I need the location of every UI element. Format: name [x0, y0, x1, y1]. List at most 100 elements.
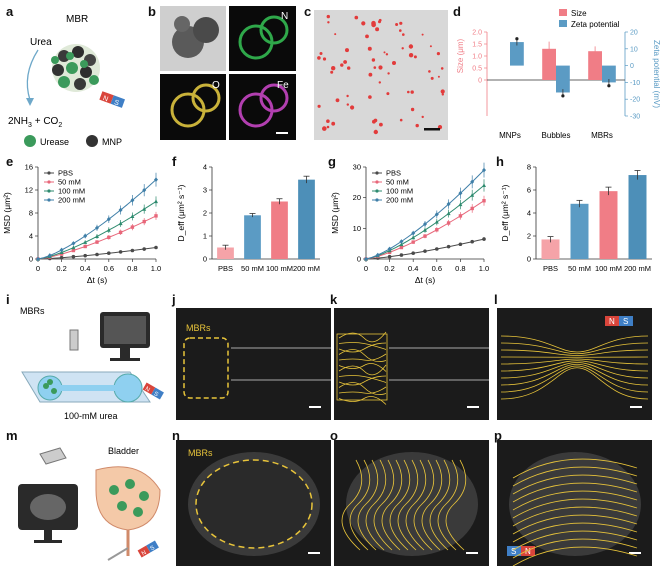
- data-point: [387, 254, 392, 259]
- particle-dot: [436, 52, 440, 56]
- particle-dot: [408, 44, 414, 49]
- legend-marker: [375, 189, 379, 193]
- zeta-bar-1: [556, 65, 570, 93]
- data-point: [387, 250, 392, 255]
- x-tick-label: PBS: [218, 264, 233, 273]
- x-tick-label: 200 mM: [624, 264, 651, 273]
- y-tick-label: 16: [25, 163, 33, 172]
- data-point: [142, 219, 146, 224]
- particle-dot: [331, 66, 336, 71]
- streamline: [338, 349, 387, 363]
- data-point: [446, 211, 451, 216]
- particle-dot: [373, 129, 378, 135]
- data-point: [130, 214, 135, 219]
- x-tick-label: PBS: [543, 264, 558, 273]
- size-bar-1: [542, 48, 556, 80]
- particle-dot: [410, 107, 415, 112]
- data-point: [470, 206, 474, 211]
- streamline: [421, 459, 443, 551]
- data-point: [607, 84, 611, 88]
- particle-dot: [378, 81, 381, 84]
- data-point: [83, 253, 87, 258]
- particle-dot: [372, 119, 376, 124]
- data-point: [399, 242, 404, 247]
- streamline: [512, 546, 638, 566]
- streamline: [500, 363, 649, 386]
- y-tick-label: 2.0: [472, 30, 482, 37]
- particle-dot: [387, 72, 390, 75]
- y-tick-label: 10: [353, 224, 361, 233]
- panel-letter-h: h: [496, 154, 504, 169]
- streamline: [338, 386, 387, 394]
- streamline: [349, 459, 371, 551]
- streamline: [341, 459, 363, 551]
- legend-label: PBS: [386, 169, 401, 178]
- particle-dot: [319, 52, 323, 55]
- magnet-a-s: S: [113, 99, 120, 107]
- x-tick-label: 0.2: [384, 264, 394, 273]
- chart-deff-h: 0 2 4 6 8 D_eff (μm² s⁻¹) PBS 50 mM 100 mM 200 mM: [500, 163, 652, 273]
- streamline: [500, 335, 649, 353]
- mbrs-label-n: MBRs: [188, 448, 213, 458]
- data-point: [561, 94, 565, 98]
- legend-size-swatch: [559, 9, 567, 16]
- particle-dot: [421, 115, 424, 119]
- data-point: [470, 179, 475, 185]
- data-point: [71, 241, 76, 246]
- x-tick-label: 0.6: [432, 264, 442, 273]
- particle-dot: [317, 104, 321, 108]
- us-image-k: [334, 308, 489, 420]
- y-tick-label: 20: [353, 193, 361, 202]
- y-tick-label: 2: [527, 232, 531, 241]
- data-point: [71, 248, 76, 253]
- streamline: [338, 364, 387, 376]
- data-point: [423, 249, 427, 253]
- scale-bar-c: [424, 128, 440, 131]
- data-point: [130, 248, 135, 253]
- series-line-3: [365, 169, 485, 260]
- streamline: [500, 358, 649, 365]
- x-tick-label: 200 mM: [293, 264, 320, 273]
- series-line-0: [365, 238, 485, 260]
- streamline: [389, 459, 411, 551]
- zeta-bar-0: [510, 42, 524, 66]
- panel-letter-f: f: [172, 154, 177, 169]
- legend-label: 50 mM: [58, 178, 81, 187]
- data-point: [59, 252, 64, 256]
- us-image-p: S N: [497, 440, 652, 566]
- particle-dot: [415, 123, 419, 128]
- data-point: [83, 233, 88, 239]
- y2-tick-label: 20: [630, 30, 638, 37]
- bar-2: [271, 201, 288, 259]
- chart-msd-g: 0 0.2 0.4 0.6 0.8 1.0 0 10 20 30 Δt (s) MSD (μm²) PB…: [330, 163, 489, 286]
- y2-tick-label: -30: [630, 114, 640, 121]
- legend-marker: [47, 198, 51, 202]
- fluorescence-field: [314, 10, 448, 140]
- magnet-l-s: S: [623, 317, 628, 326]
- panel-letter-j: j: [172, 292, 176, 307]
- data-point: [83, 240, 88, 244]
- y-tick-label: 0: [203, 255, 207, 264]
- panel-letter-i: i: [6, 292, 10, 307]
- data-point: [118, 250, 123, 254]
- label-n: N: [281, 11, 288, 22]
- magnet-a: N S: [99, 91, 125, 108]
- mbr-cluster: [51, 44, 100, 92]
- streamline: [500, 367, 649, 400]
- probe-i: [69, 329, 79, 351]
- data-point: [434, 219, 439, 224]
- y-tick-label: 12: [25, 186, 33, 195]
- data-point: [95, 252, 99, 257]
- x-tick-label: 0.2: [56, 264, 66, 273]
- bar-2: [599, 191, 618, 259]
- data-point: [154, 245, 158, 250]
- particle-dot: [343, 60, 347, 64]
- y-tick-label: 0: [29, 255, 33, 264]
- bar-3: [628, 175, 647, 259]
- data-point: [142, 206, 147, 211]
- y-tick-label: 8: [29, 209, 33, 218]
- data-point: [83, 244, 87, 249]
- streamline: [338, 342, 387, 353]
- x-tick-label: 0.4: [80, 264, 90, 273]
- data-point: [411, 230, 416, 236]
